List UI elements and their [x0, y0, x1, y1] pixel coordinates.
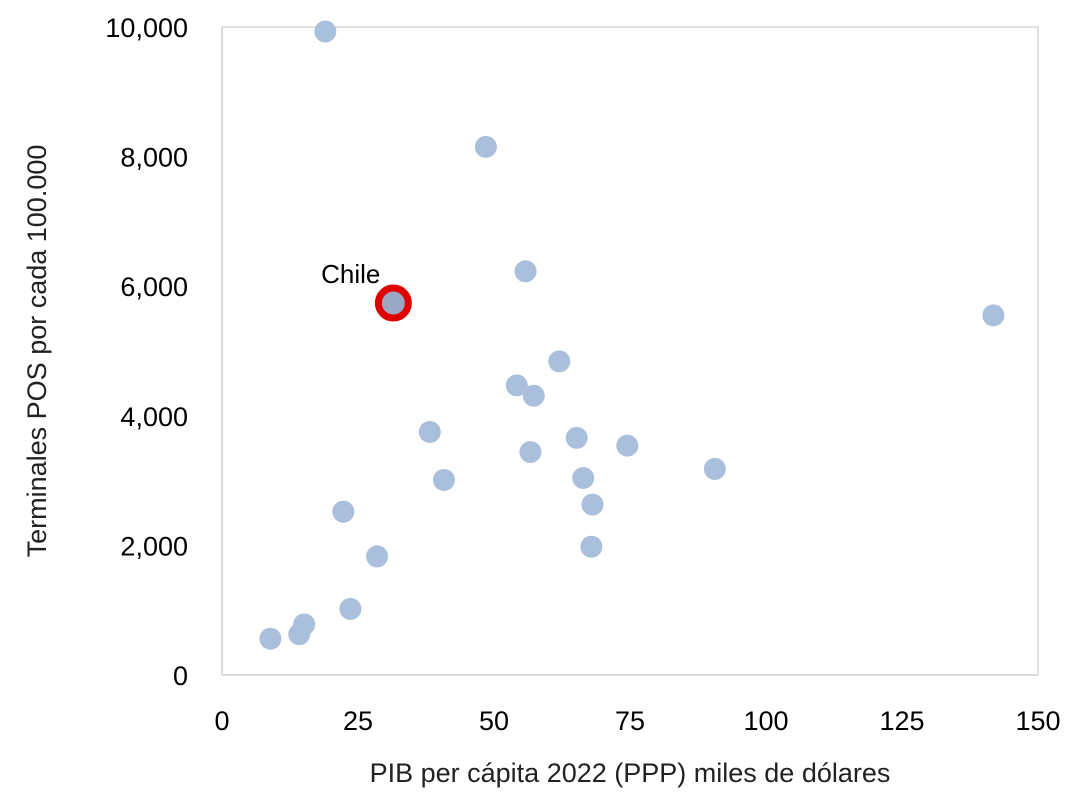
plot-area-border — [221, 26, 1039, 676]
y-tick-label: 6,000 — [120, 272, 188, 302]
x-tick-label: 25 — [343, 706, 373, 736]
data-point — [616, 434, 639, 457]
data-point — [565, 426, 588, 449]
data-point — [703, 457, 726, 480]
y-tick-label: 8,000 — [120, 143, 188, 173]
data-point — [314, 20, 337, 43]
highlight-group: Chile — [321, 259, 412, 322]
y-tick-labels: 0 2,000 4,000 6,000 8,000 10,000 — [105, 13, 188, 691]
data-point — [581, 493, 604, 516]
y-tick-label: 0 — [173, 661, 188, 691]
highlight-point-chile — [374, 284, 412, 322]
y-tick-label: 2,000 — [120, 531, 188, 561]
y-axis-title: Terminales POS por cada 100.000 — [22, 145, 52, 558]
data-point — [572, 467, 595, 490]
x-tick-label: 75 — [615, 706, 645, 736]
data-point — [474, 135, 497, 158]
data-point — [522, 384, 545, 407]
data-point — [418, 421, 441, 443]
data-point — [288, 623, 311, 646]
data-point — [432, 468, 455, 491]
y-tick-label: 4,000 — [120, 402, 188, 432]
data-points — [259, 20, 1005, 650]
x-tick-labels: 0 25 50 75 100 125 150 — [214, 706, 1060, 736]
data-point — [259, 627, 282, 650]
x-tick-label: 100 — [743, 706, 788, 736]
x-tick-label: 50 — [479, 706, 509, 736]
x-axis-title: PIB per cápita 2022 (PPP) miles de dólar… — [370, 758, 891, 788]
y-tick-label: 10,000 — [105, 13, 188, 43]
data-point — [519, 441, 542, 464]
x-tick-label: 125 — [879, 706, 924, 736]
data-point — [339, 597, 362, 620]
data-point — [514, 260, 537, 283]
data-point — [332, 500, 355, 523]
data-point — [505, 374, 528, 397]
x-tick-label: 150 — [1015, 706, 1060, 736]
data-point — [580, 535, 603, 558]
highlight-label: Chile — [321, 259, 380, 289]
data-point — [366, 545, 389, 568]
data-point — [548, 350, 571, 373]
data-point — [982, 304, 1005, 327]
x-tick-label: 0 — [214, 706, 229, 736]
